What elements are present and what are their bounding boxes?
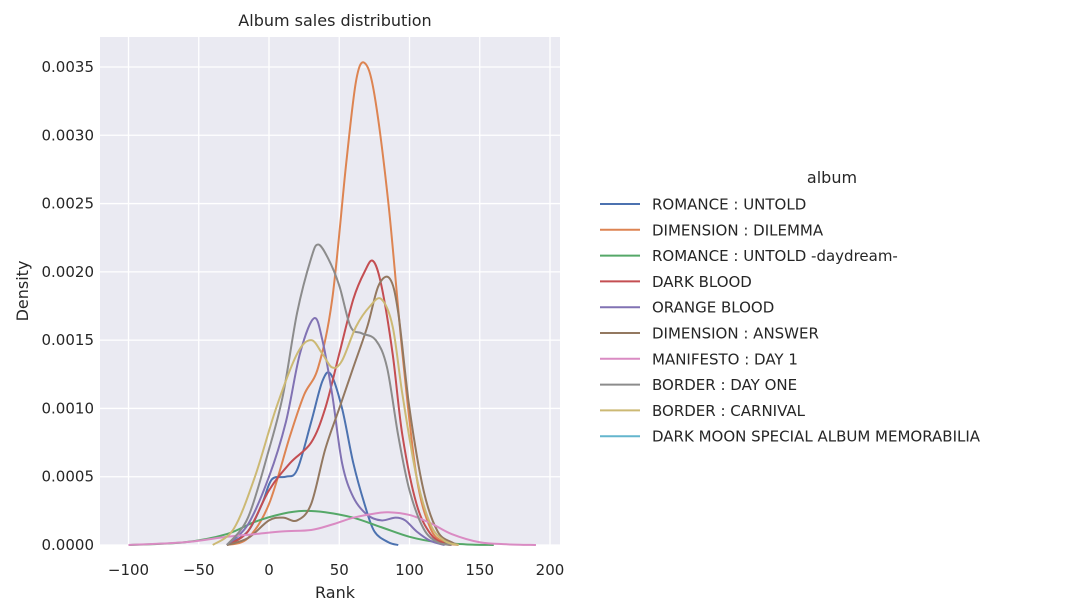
y-axis-label: Density	[13, 261, 32, 322]
x-tick-label: 50	[330, 561, 349, 579]
legend: ROMANCE : UNTOLD DIMENSION : DILEMMA ROMAN…	[600, 196, 981, 446]
legend-title: album	[807, 168, 857, 187]
x-tick-label: 150	[465, 561, 494, 579]
plot-area	[100, 37, 560, 545]
y-tick-label: 0.0035	[42, 58, 95, 76]
x-tick-label: 200	[536, 561, 565, 579]
legend-entry: BORDER : CARNIVAL	[652, 402, 806, 420]
y-tick-label: 0.0015	[42, 331, 95, 349]
y-tick-label: 0.0020	[42, 263, 95, 281]
series-line-7	[226, 243, 452, 546]
series-line-5	[226, 275, 460, 546]
x-tick-label: 0	[264, 561, 274, 579]
series-line-8	[212, 297, 459, 546]
legend-entry: DARK MOON SPECIAL ALBUM MEMORABILIA	[652, 428, 981, 446]
y-tick-label: 0.0005	[42, 468, 95, 486]
legend-entry: DIMENSION : ANSWER	[652, 325, 819, 343]
legend-entry: DIMENSION : DILEMMA	[652, 221, 824, 239]
x-tick-label: 100	[395, 561, 424, 579]
legend-entry: BORDER : DAY ONE	[652, 376, 797, 394]
x-tick-label: −50	[183, 561, 215, 579]
chart-title: Album sales distribution	[238, 11, 431, 30]
legend-entry: ROMANCE : UNTOLD -daydream-	[652, 247, 898, 265]
legend-entry: MANIFESTO : DAY 1	[652, 350, 798, 368]
series-line-3	[226, 259, 452, 546]
series-line-6	[128, 511, 536, 546]
series-line-4	[226, 317, 445, 546]
y-tick-label: 0.0030	[42, 126, 95, 144]
x-tick-label: −100	[108, 561, 149, 579]
y-tick-label: 0.0025	[42, 195, 95, 213]
legend-entry: DARK BLOOD	[652, 273, 752, 291]
y-tick-label: 0.0000	[42, 536, 95, 554]
legend-entry: ORANGE BLOOD	[652, 299, 774, 317]
x-axis-label: Rank	[315, 583, 356, 602]
y-tick-label: 0.0010	[42, 399, 95, 417]
legend-entry: ROMANCE : UNTOLD	[652, 196, 806, 214]
